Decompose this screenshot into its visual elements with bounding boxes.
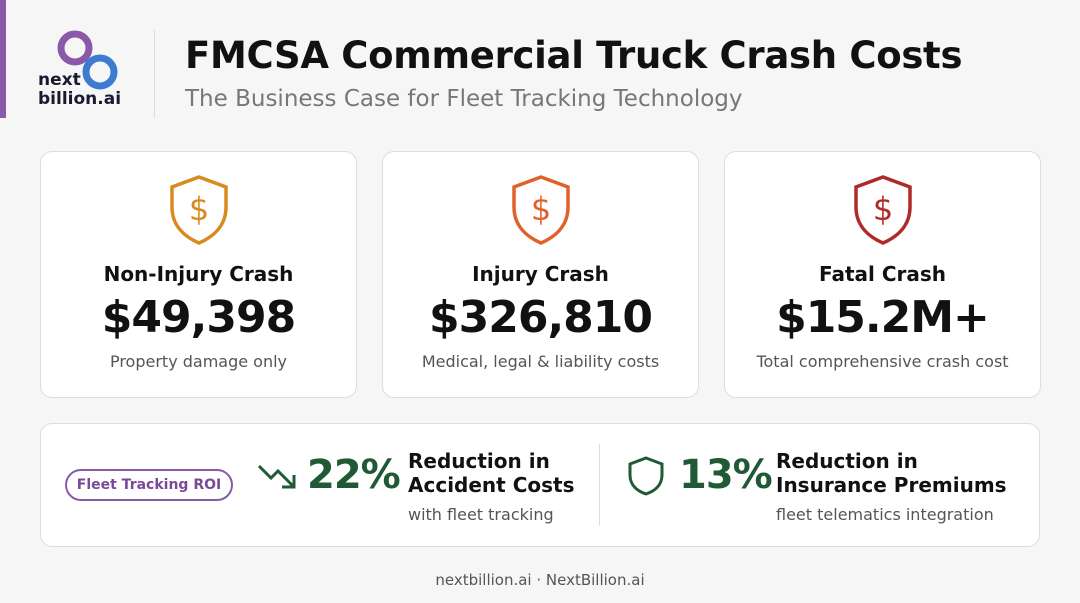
card: $ Non-Injury Crash $49,398 Property dama… [40, 151, 357, 398]
page-title: FMCSA Commercial Truck Crash Costs [185, 34, 963, 77]
svg-text:$: $ [531, 190, 551, 228]
svg-text:$: $ [189, 190, 209, 228]
logo-text: billion.ai [38, 89, 122, 109]
card-value: $49,398 [101, 292, 296, 343]
card-title: Injury Crash [472, 262, 609, 286]
stat-label: Reduction in [776, 449, 918, 473]
shield-icon: $ [170, 175, 228, 245]
stat-sub: fleet telematics integration [776, 505, 994, 524]
card-title: Fatal Crash [818, 262, 947, 286]
accent-bar [0, 0, 6, 118]
footer: nextbillion.ai · NextBillion.ai [435, 571, 645, 589]
roi-panel [40, 423, 1040, 547]
page-subtitle: The Business Case for Fleet Tracking Tec… [185, 86, 743, 112]
card-value: $326,810 [428, 292, 653, 343]
trend-down-icon [257, 464, 296, 489]
svg-text:$: $ [873, 190, 893, 228]
shield-icon: $ [512, 175, 570, 245]
stat-label: Accident Costs [408, 473, 575, 497]
stat-value: 13% [679, 452, 773, 498]
shield-outline-icon [628, 456, 664, 496]
stat-sub: with fleet tracking [408, 505, 554, 524]
stat-value: 22% [307, 452, 401, 498]
card-description: Property damage only [109, 352, 288, 371]
card-description: Medical, legal & liability costs [421, 352, 660, 371]
shield-icon: $ [854, 175, 912, 245]
logo-mark [57, 30, 118, 90]
divider [154, 30, 155, 118]
stat-label: Reduction in [408, 449, 550, 473]
card-title: Non-Injury Crash [103, 262, 294, 286]
stat-label: Insurance Premiums [776, 473, 1007, 497]
card: $ Fatal Crash $15.2M+ Total comprehensiv… [724, 151, 1041, 398]
logo-text: next [38, 70, 81, 90]
card-value: $15.2M+ [776, 292, 990, 343]
divider [599, 444, 600, 526]
roi-badge: Fleet Tracking ROI [65, 469, 233, 501]
card-description: Total comprehensive crash cost [756, 352, 1009, 371]
card: $ Injury Crash $326,810 Medical, legal &… [382, 151, 699, 398]
